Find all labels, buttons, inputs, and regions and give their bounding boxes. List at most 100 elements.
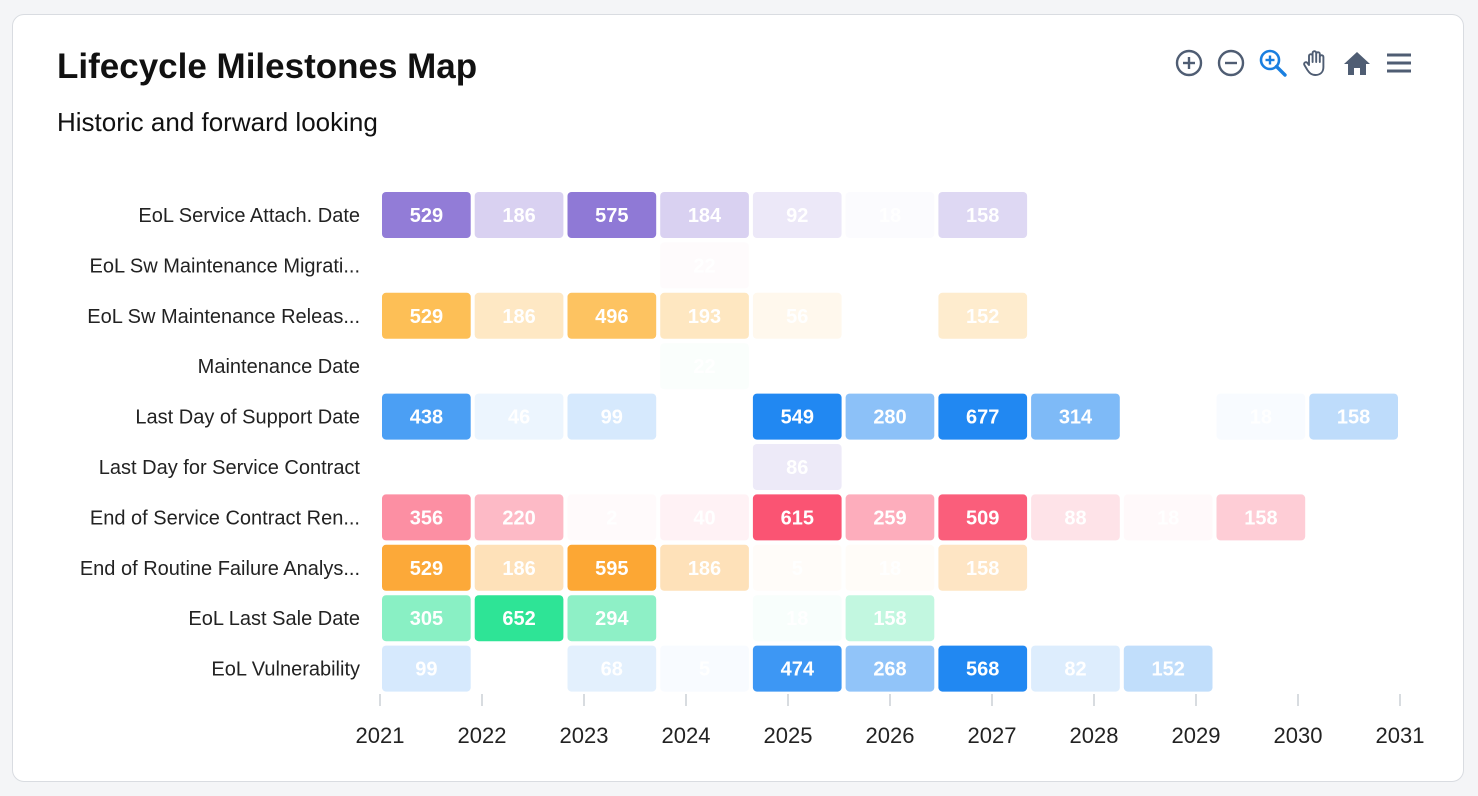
heatmap-cell-label: 529: [410, 558, 443, 580]
heatmap-cell[interactable]: 40: [660, 494, 749, 541]
heatmap-cell-rect: [1031, 645, 1120, 692]
heatmap-cell[interactable]: 158: [938, 544, 1028, 591]
heatmap-cell[interactable]: 259: [845, 494, 935, 541]
heatmap-cell[interactable]: 575: [567, 192, 657, 238]
heatmap-cell[interactable]: 18: [845, 544, 935, 591]
heatmap-cell-rect: [1031, 494, 1120, 541]
heatmap-cell-label: 438: [410, 407, 443, 429]
heatmap-cell-label: 40: [693, 507, 715, 529]
heatmap-cell[interactable]: 158: [938, 192, 1028, 238]
heatmap-cell[interactable]: 5: [660, 645, 749, 692]
zoom-in-button[interactable]: [1173, 47, 1205, 79]
heatmap-cell-label: 22: [693, 255, 715, 277]
heatmap-cell[interactable]: 82: [1031, 645, 1120, 692]
heatmap-cell[interactable]: 158: [1309, 393, 1398, 440]
heatmap-cell-rect: [660, 343, 749, 390]
heatmap-cell[interactable]: 68: [567, 645, 657, 692]
row-label: End of Routine Failure Analys...: [80, 558, 360, 580]
heatmap-cell[interactable]: 529: [382, 292, 471, 339]
heatmap-cell[interactable]: 268: [845, 645, 935, 692]
zoom-selection-button[interactable]: [1257, 47, 1289, 79]
heatmap-cell-rect: [752, 544, 842, 591]
heatmap-cell-rect: [1123, 645, 1213, 692]
heatmap-cell[interactable]: 152: [938, 292, 1028, 339]
heatmap-cell-label: 99: [601, 407, 623, 429]
menu-icon: [1387, 53, 1411, 73]
heatmap-cell[interactable]: 677: [938, 393, 1028, 440]
heatmap-cell[interactable]: 88: [1031, 494, 1120, 541]
heatmap-cell-rect: [845, 192, 935, 238]
heatmap-cell-rect: [382, 494, 471, 541]
heatmap-cell[interactable]: 22: [660, 343, 749, 390]
heatmap-cell-rect: [660, 192, 749, 238]
heatmap-cell[interactable]: 595: [567, 544, 657, 591]
heatmap-cell[interactable]: 294: [567, 595, 657, 642]
heatmap-cell[interactable]: 615: [752, 494, 842, 541]
heatmap-cell-label: 68: [601, 659, 623, 681]
zoom-in-icon: [1175, 49, 1203, 77]
row-label: Last Day for Service Contract: [99, 457, 361, 479]
heatmap-cell[interactable]: 186: [474, 292, 564, 339]
heatmap-cell-label: 18: [1157, 507, 1179, 529]
heatmap-cell[interactable]: 92: [752, 192, 842, 238]
reset-home-icon: [1344, 52, 1370, 75]
zoom-out-icon: [1217, 49, 1245, 77]
pan-button[interactable]: [1299, 47, 1331, 79]
heatmap-cell[interactable]: 56: [752, 292, 842, 339]
menu-button[interactable]: [1383, 47, 1415, 79]
heatmap-cell-label: 568: [966, 659, 999, 681]
heatmap-cell[interactable]: 158: [1216, 494, 1306, 541]
heatmap-cell[interactable]: 99: [382, 645, 471, 692]
heatmap-cell[interactable]: 2: [567, 494, 657, 541]
heatmap-cell[interactable]: 652: [474, 595, 564, 642]
heatmap-cell-label: 158: [873, 608, 906, 630]
heatmap-cell[interactable]: 186: [660, 544, 749, 591]
row-label: Last Day of Support Date: [135, 407, 360, 429]
heatmap-cell[interactable]: 158: [845, 595, 935, 642]
heatmap-cell[interactable]: 186: [474, 544, 564, 591]
heatmap-cell[interactable]: 5: [752, 544, 842, 591]
heatmap-cell[interactable]: 18: [845, 192, 935, 238]
row-label: EoL Sw Maintenance Migrati...: [90, 255, 361, 277]
heatmap-cell-label: 56: [786, 306, 808, 328]
heatmap-cell[interactable]: 356: [382, 494, 471, 541]
heatmap-cell-label: 152: [966, 306, 999, 328]
heatmap-cell[interactable]: 220: [474, 494, 564, 541]
heatmap-cell[interactable]: 305: [382, 595, 471, 642]
reset-zoom-button[interactable]: [1341, 47, 1373, 79]
heatmap-cell[interactable]: 193: [660, 292, 749, 339]
heatmap-cell[interactable]: 99: [567, 393, 657, 440]
heatmap-cell[interactable]: 184: [660, 192, 749, 238]
heatmap-cell[interactable]: 314: [1031, 393, 1120, 440]
heatmap-cell[interactable]: 568: [938, 645, 1028, 692]
heatmap-cell[interactable]: 529: [382, 544, 471, 591]
heatmap-cell-label: 280: [873, 407, 906, 429]
heatmap-cell-label: 18: [786, 608, 808, 630]
x-tick-label: 2026: [866, 723, 915, 748]
heatmap-cell-rect: [567, 645, 657, 692]
heatmap-cell[interactable]: 186: [474, 192, 564, 238]
heatmap-cell[interactable]: 529: [382, 192, 471, 238]
heatmap-cell[interactable]: 509: [938, 494, 1028, 541]
heatmap-cell[interactable]: 18: [1123, 494, 1213, 541]
heatmap-cell[interactable]: 22: [660, 242, 749, 289]
heatmap-cell[interactable]: 18: [752, 595, 842, 642]
heatmap-cell[interactable]: 86: [752, 444, 842, 490]
heatmap-cell-rect: [660, 292, 749, 339]
heatmap-cell[interactable]: 280: [845, 393, 935, 440]
heatmap-cell[interactable]: 438: [382, 393, 471, 440]
zoom-out-button[interactable]: [1215, 47, 1247, 79]
heatmap-cell-label: 158: [966, 558, 999, 580]
heatmap-cell-rect: [567, 494, 657, 541]
heatmap-cell[interactable]: 46: [474, 393, 564, 440]
heatmap-cell-label: 509: [966, 507, 999, 529]
heatmap-cell[interactable]: 152: [1123, 645, 1213, 692]
heatmap-cell[interactable]: 18: [1216, 393, 1306, 440]
heatmap-cell-rect: [938, 645, 1028, 692]
heatmap-cell-label: 22: [693, 356, 715, 378]
heatmap-cell-label: 5: [699, 659, 710, 681]
heatmap-cell[interactable]: 496: [567, 292, 657, 339]
heatmap-cell-label: 677: [966, 407, 999, 429]
heatmap-cell[interactable]: 474: [752, 645, 842, 692]
heatmap-cell[interactable]: 549: [752, 393, 842, 440]
